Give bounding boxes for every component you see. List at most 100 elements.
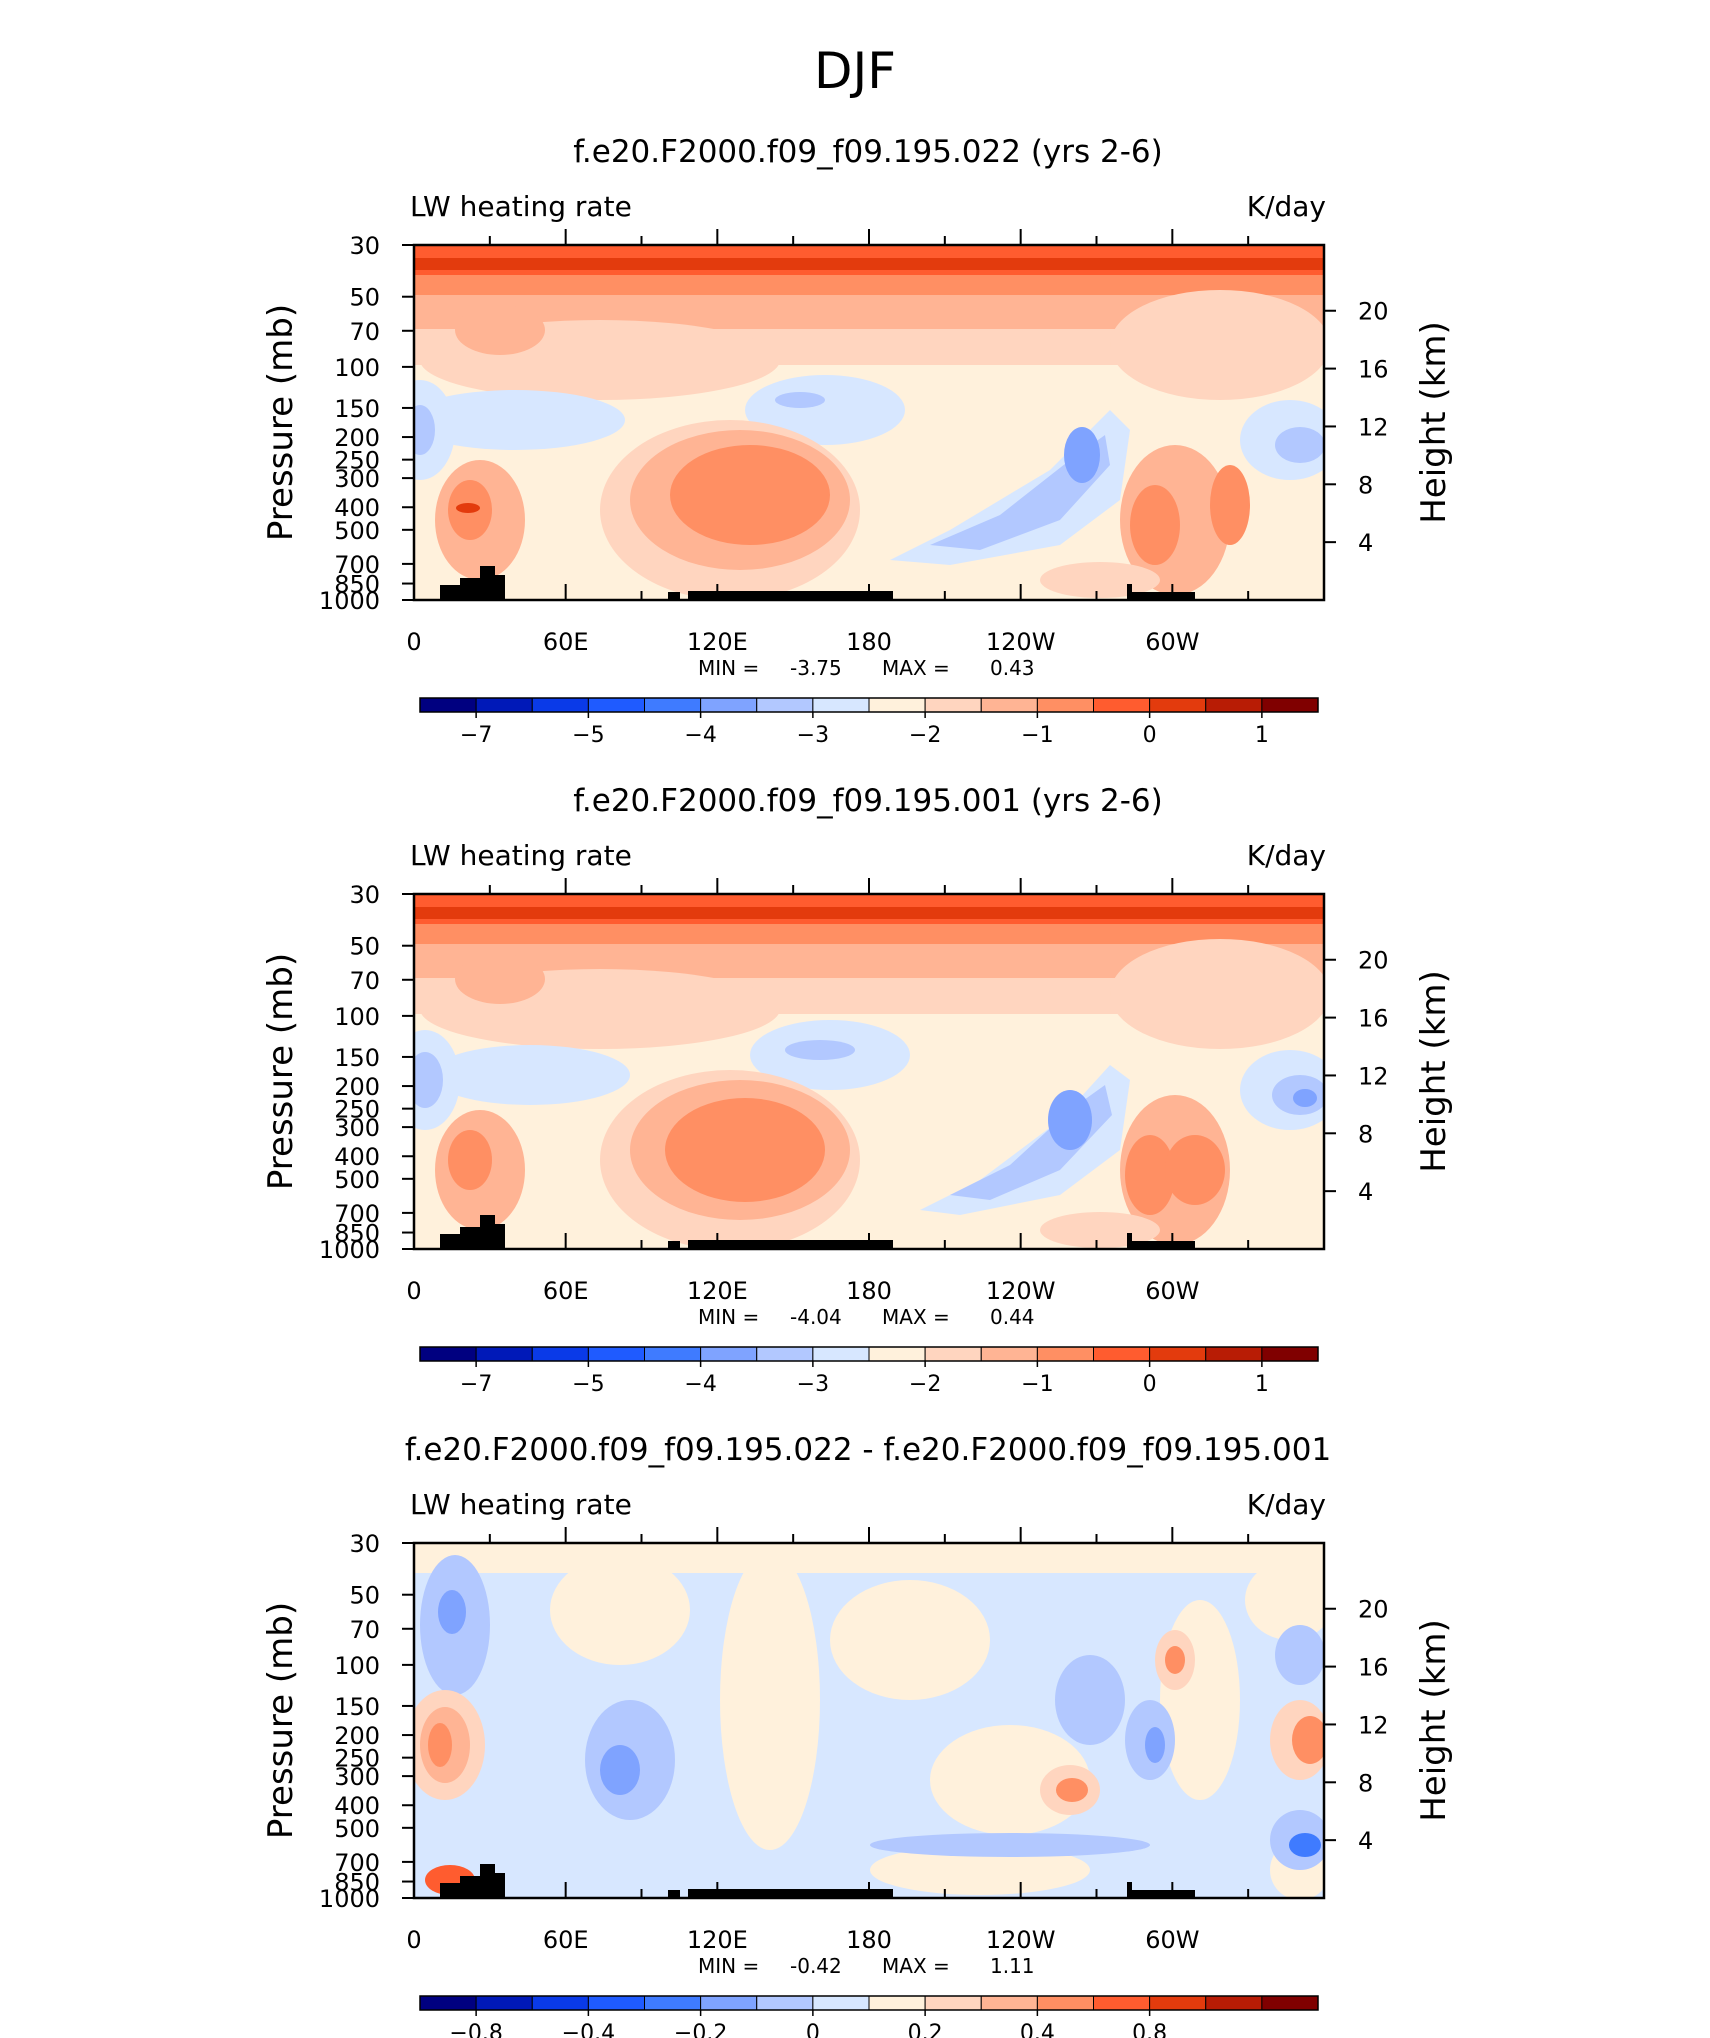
y-tick-label: 70: [349, 967, 380, 995]
colorbar-box: [644, 1995, 702, 2011]
axes: 0 60E 120E 180 120W 60W3050701001502002503004…: [261, 229, 1454, 656]
colorbar-label: −0.2: [674, 2021, 727, 2038]
contour-band: [1160, 1600, 1240, 1800]
x-tick-label: 120W: [986, 1926, 1056, 1954]
contour-band: [600, 1745, 640, 1795]
y-tick-label: 50: [349, 933, 380, 961]
y-tick-label: 500: [334, 517, 380, 545]
colorbar-box: [1261, 1995, 1319, 2011]
y-tick-label: 850: [334, 1869, 380, 1897]
y-tick-label: 70: [349, 1616, 380, 1644]
y-right-tick-label: 16: [1358, 356, 1389, 384]
y-right-tick-label: 4: [1358, 1827, 1373, 1855]
y-right-tick-label: 12: [1358, 413, 1389, 441]
min-label: MIN =: [698, 1954, 759, 1978]
y-tick-label: 100: [334, 1003, 380, 1031]
y-tick-label: 500: [334, 1166, 380, 1194]
colorbar-box: [475, 1346, 533, 1362]
contour-band: [1110, 290, 1324, 400]
colorbar-label: −2: [909, 723, 941, 748]
contour-band: [1289, 1833, 1321, 1857]
colorbar-label: 0.4: [1020, 2021, 1055, 2038]
left-label: LW heating rate: [410, 839, 632, 872]
contour-band: [414, 405, 435, 455]
colorbar-label: 0.8: [1132, 2021, 1167, 2038]
y-right-tick-label: 20: [1358, 1596, 1389, 1624]
contour-band: [1110, 939, 1324, 1049]
panel-title: f.e20.F2000.f09_f09.195.022 (yrs 2-6): [573, 134, 1163, 170]
colorbar-box: [700, 697, 758, 713]
colorbar-box: [587, 697, 645, 713]
contour-band: [414, 1052, 443, 1108]
contour-band: [550, 1555, 690, 1665]
contour-band: [1245, 1560, 1324, 1640]
y-axis-title: Pressure (mb): [261, 1602, 301, 1839]
colorbar: −7 −5 −4 −3 −2 −1 0 1: [419, 1346, 1319, 1397]
terrain: [440, 1215, 505, 1249]
colorbar-box: [1036, 697, 1094, 713]
colorbar-box: [1261, 697, 1319, 713]
contour-band: [414, 922, 1324, 944]
colorbar-box: [980, 1995, 1038, 2011]
colorbar-label: −4: [684, 723, 716, 748]
contour-band: [414, 907, 1324, 919]
y-tick-label: 300: [334, 465, 380, 493]
min-value: -4.04: [790, 1305, 842, 1329]
x-tick-label: 180: [846, 1277, 892, 1305]
colorbar-box: [531, 697, 589, 713]
terrain: [668, 1890, 680, 1898]
y-tick-label: 400: [334, 1143, 380, 1171]
colorbar-label: −1: [1021, 1372, 1053, 1397]
contour-band: [1275, 427, 1324, 463]
colorbar-box: [756, 1995, 814, 2011]
colorbar-box: [980, 697, 1038, 713]
x-tick-label: 60E: [543, 628, 589, 656]
x-tick-label: 120W: [986, 1277, 1056, 1305]
contour-band: [720, 1550, 820, 1850]
y-right-axis-title: Height (km): [1414, 1619, 1454, 1822]
panel-title: f.e20.F2000.f09_f09.195.022 - f.e20.F200…: [405, 1432, 1331, 1468]
axes: 0 60E 120E 180 120W 60W3050701001502002503004…: [261, 1527, 1454, 1954]
y-tick-label: 1000: [319, 587, 380, 615]
y-tick-label: 200: [334, 1722, 380, 1750]
y-tick-label: 700: [334, 1849, 380, 1877]
terrain: [440, 566, 505, 600]
contour-band: [1292, 1716, 1324, 1764]
colorbar-box: [868, 697, 926, 713]
colorbar-label: −7: [460, 723, 492, 748]
contour-band: [414, 390, 625, 450]
x-tick-label: 60E: [543, 1926, 589, 1954]
colorbar-box: [812, 1346, 870, 1362]
contour-band: [455, 305, 545, 355]
contour-band: [1165, 1135, 1225, 1205]
terrain: [688, 1240, 893, 1249]
contour-band: [414, 258, 1324, 270]
colorbar-label: −3: [797, 1372, 829, 1397]
colorbar-label: 1: [1255, 1372, 1269, 1397]
y-tick-label: 700: [334, 551, 380, 579]
y-right-tick-label: 16: [1358, 1005, 1389, 1033]
y-right-axis-title: Height (km): [1414, 970, 1454, 1173]
colorbar-label: −5: [572, 723, 604, 748]
colorbar-box: [812, 1995, 870, 2011]
colorbar-box: [1261, 1346, 1319, 1362]
contour-band: [785, 1040, 855, 1060]
x-tick-label: 0: [406, 1926, 421, 1954]
colorbar-box: [924, 697, 982, 713]
terrain: [440, 1864, 505, 1898]
max-label: MAX =: [882, 1305, 950, 1329]
y-tick-label: 50: [349, 1582, 380, 1610]
panel-title: f.e20.F2000.f09_f09.195.001 (yrs 2-6): [573, 783, 1163, 819]
max-value: 0.44: [990, 1305, 1035, 1329]
y-right-tick-label: 4: [1358, 529, 1373, 557]
y-right-tick-label: 20: [1358, 298, 1389, 326]
colorbar-box: [1205, 1995, 1263, 2011]
colorbar-box: [475, 697, 533, 713]
colorbar-label: −1: [1021, 723, 1053, 748]
colorbar-box: [1093, 1995, 1151, 2011]
colorbar-box: [531, 1995, 589, 2011]
colorbar-box: [924, 1346, 982, 1362]
colorbar-box: [475, 1995, 533, 2011]
max-value: 1.11: [990, 1954, 1035, 1978]
